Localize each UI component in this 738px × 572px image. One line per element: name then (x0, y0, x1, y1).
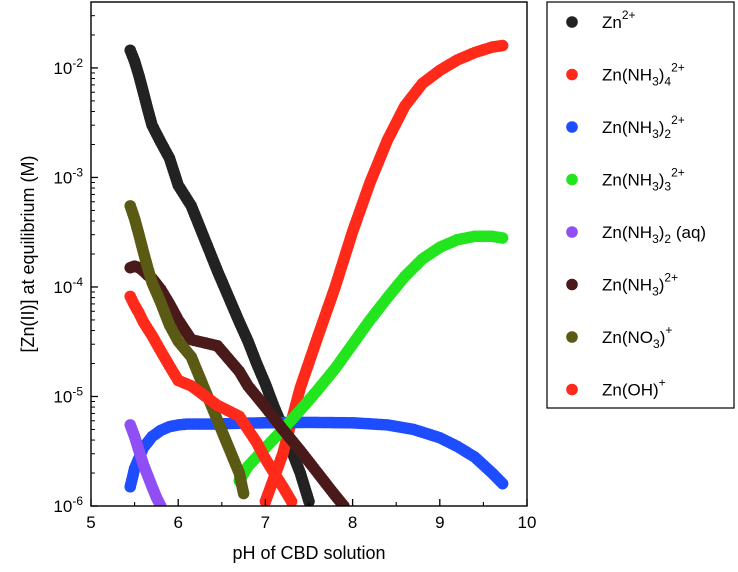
y-tick-label: 10-3 (53, 165, 83, 187)
data-point (496, 39, 509, 52)
x-tick-label: 7 (261, 513, 270, 532)
legend-entry: Zn(NH3)22+ (566, 113, 685, 141)
legend-label: Zn(NH3)32+ (602, 166, 685, 194)
series-3 (233, 230, 509, 487)
data-point (496, 477, 509, 490)
legend-marker (566, 68, 578, 81)
x-tick-label: 10 (518, 513, 537, 532)
legend-marker (566, 383, 578, 396)
legend-marker (566, 278, 578, 291)
data-point (496, 232, 509, 244)
marks-layer (124, 39, 509, 506)
legend-label: Zn(NH3)2 (aq) (602, 223, 706, 246)
legend-entry: Zn(NH3)2 (aq) (566, 223, 706, 246)
legend-marker (566, 121, 578, 133)
series-7 (124, 290, 298, 506)
legend-label: Zn(NO3)+ (602, 323, 672, 351)
x-tick-label: 5 (86, 513, 95, 532)
legend-marker (566, 226, 578, 238)
legend-entry: Zn(NH3)2+ (566, 271, 678, 299)
legend-label: Zn2+ (602, 8, 636, 32)
data-point (303, 495, 315, 506)
legend-marker (566, 173, 578, 186)
data-point (285, 495, 298, 506)
legend-label: Zn(NH3)2+ (602, 271, 678, 299)
series-1 (259, 39, 509, 506)
data-point (237, 487, 250, 500)
x-tick-label: 8 (348, 513, 357, 532)
y-tick-label: 10-6 (53, 494, 83, 516)
legend-label: Zn(NH3)42+ (602, 61, 685, 89)
y-tick-label: 10-2 (53, 56, 83, 78)
y-axis: 10-6 10-5 10-4 10-3 10-2 (53, 15, 98, 516)
x-tick-label: 9 (435, 513, 444, 532)
x-axis: 5 6 7 8 9 10 (86, 499, 536, 532)
x-axis-label: pH of CBD solution (232, 543, 385, 563)
legend-marker (566, 331, 578, 343)
x-tick-label: 6 (173, 513, 182, 532)
series-4 (124, 419, 167, 506)
legend-entry: Zn(NO3)+ (566, 323, 672, 351)
legend-entry: Zn(OH)+ (566, 376, 666, 400)
legend-frame (546, 1, 735, 409)
legend: Zn2+ Zn(NH3)42+ Zn(NH3)22+ Zn(NH3)32+ Zn(NH3… (566, 8, 706, 400)
y-tick-label: 10-5 (53, 384, 83, 406)
legend-label: Zn(NH3)22+ (602, 113, 685, 141)
legend-marker (566, 16, 578, 28)
series-6 (124, 200, 250, 500)
legend-entry: Zn(NH3)32+ (566, 166, 685, 194)
legend-label: Zn(OH)+ (602, 376, 666, 400)
series-5 (124, 260, 350, 506)
y-tick-label: 10-4 (53, 275, 83, 297)
y-axis-label: [Zn(II)] at equilibrium (M) (18, 155, 38, 352)
data-point (154, 500, 167, 506)
series-2 (124, 416, 509, 493)
data-point (338, 500, 350, 506)
legend-entry: Zn2+ (566, 8, 636, 32)
legend-entry: Zn(NH3)42+ (566, 61, 685, 89)
